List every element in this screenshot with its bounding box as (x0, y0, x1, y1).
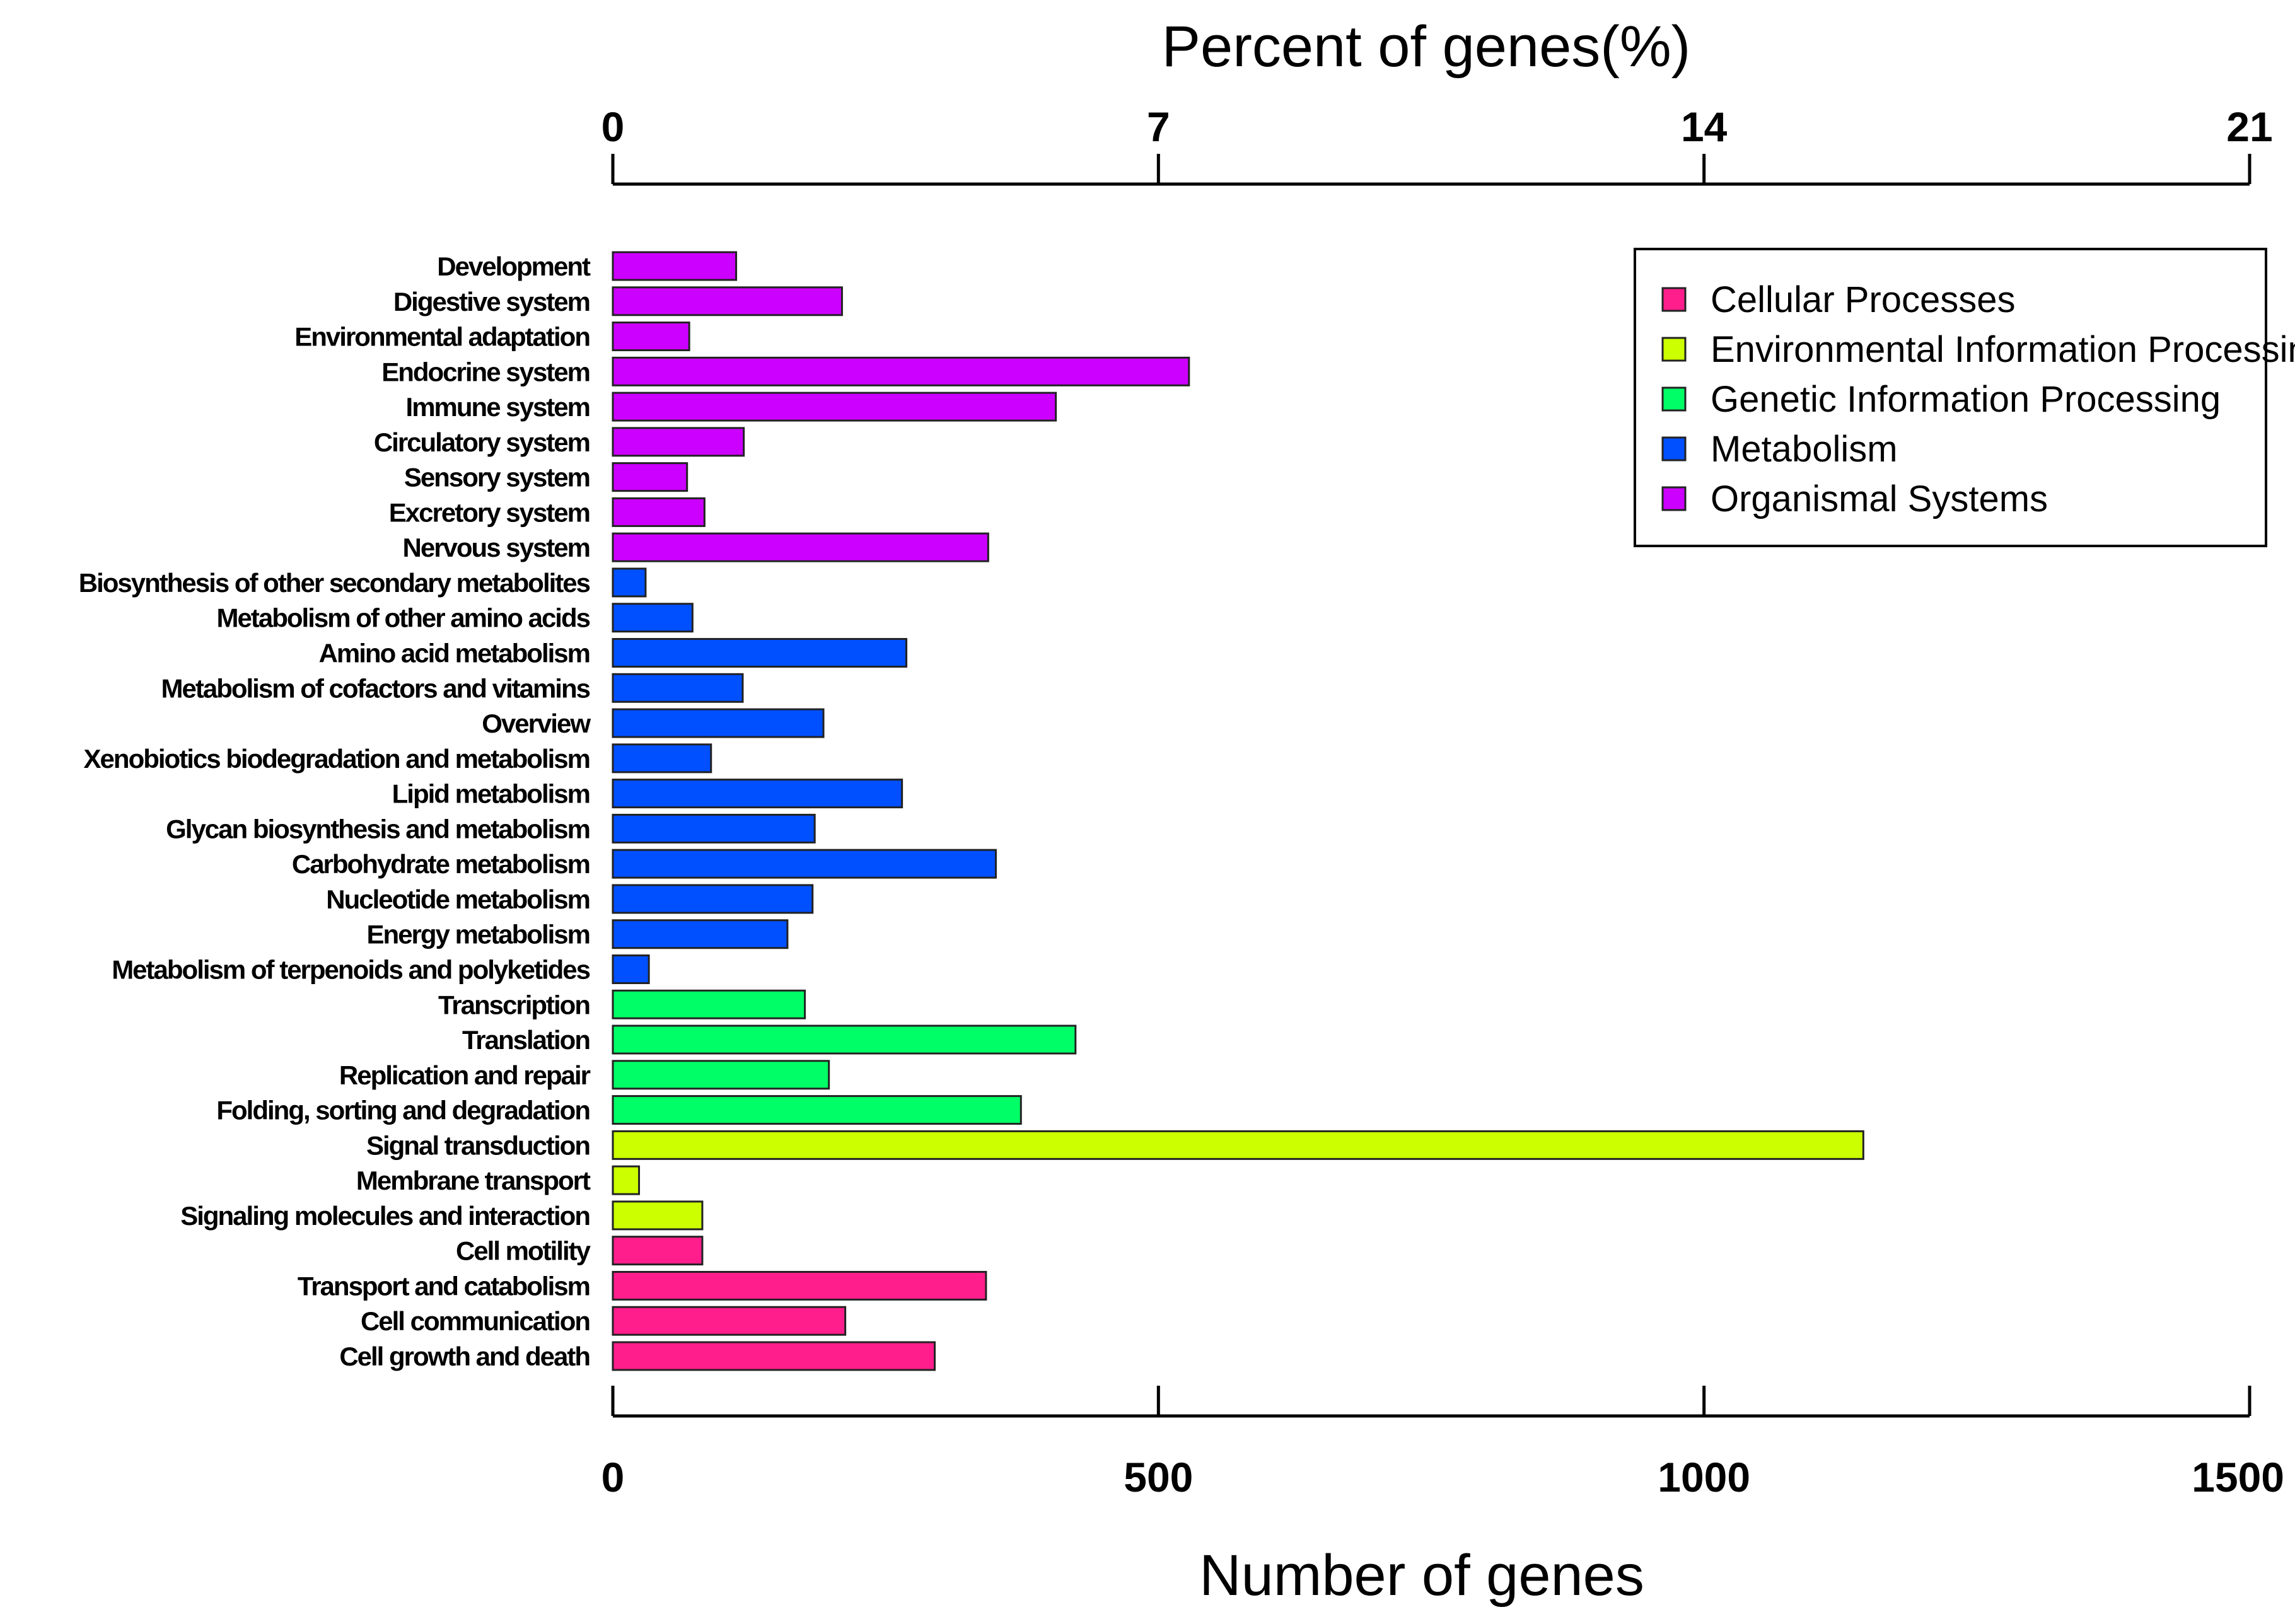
bar (612, 919, 789, 949)
bottom-axis-tick-label: 0 (601, 1454, 625, 1500)
category-label: Amino acid metabolism (319, 639, 590, 668)
bar (612, 251, 738, 281)
category-label: Digestive system (393, 287, 590, 316)
bar (612, 989, 806, 1019)
bar (612, 743, 712, 774)
legend-swatch (1661, 486, 1687, 511)
legend-swatch (1661, 386, 1687, 412)
legend-label: Metabolism (1711, 429, 1898, 470)
legend-label: Environmental Information Processing (1711, 329, 2295, 370)
category-label: Transport and catabolism (298, 1271, 590, 1301)
category-label: Sensory system (404, 463, 590, 492)
bar (612, 708, 825, 738)
bottom-axis-tick-label: 1500 (2192, 1454, 2284, 1500)
category-label: Overview (482, 709, 591, 738)
category-label: Lipid metabolism (392, 779, 590, 809)
legend-swatch (1661, 287, 1687, 312)
category-label: Metabolism of cofactors and vitamins (161, 673, 590, 703)
bar (612, 1306, 847, 1336)
category-label: Immune system (406, 392, 590, 422)
legend-label: Organismal Systems (1711, 478, 2048, 519)
bar (612, 1341, 936, 1371)
bar (612, 462, 688, 492)
category-label: Endocrine system (381, 357, 590, 386)
category-label: Development (437, 252, 591, 281)
bottom-axis-tick-label: 1000 (1658, 1454, 1750, 1500)
bar (612, 1060, 830, 1090)
category-label: Translation (462, 1025, 590, 1055)
bar (612, 813, 816, 844)
bar (612, 1270, 987, 1301)
category-label: Folding, sorting and degradation (216, 1096, 590, 1125)
category-label: Nervous system (403, 533, 590, 562)
legend-label: Cellular Processes (1711, 279, 2016, 320)
top-axis-title: Percent of genes(%) (1162, 14, 1691, 79)
bar (612, 849, 997, 879)
category-label: Cell motility (456, 1236, 591, 1266)
bottom-axis: 0 500 1000 1500 (601, 1386, 2284, 1500)
category-label: Metabolism of terpenoids and polyketides (112, 954, 590, 984)
bar (612, 567, 647, 598)
bar (612, 884, 814, 914)
top-axis-tick-label: 7 (1147, 103, 1170, 150)
bottom-axis-title: Number of genes (1199, 1543, 1644, 1608)
category-label: Signaling molecules and interaction (180, 1201, 590, 1231)
category-label: Nucleotide metabolism (326, 884, 590, 914)
bar (612, 286, 843, 316)
bars (612, 251, 1864, 1371)
bar (612, 497, 706, 527)
category-label: Replication and repair (339, 1060, 591, 1090)
bar (612, 1200, 704, 1231)
bar (612, 779, 903, 809)
legend-label: Genetic Information Processing (1711, 379, 2221, 420)
category-label: Cell communication (361, 1306, 590, 1336)
bar (612, 603, 694, 633)
category-label: Biosynthesis of other secondary metaboli… (79, 568, 590, 598)
category-label: Environmental adaptation (294, 322, 590, 352)
category-label: Circulatory system (374, 427, 590, 457)
bar (612, 1024, 1077, 1055)
bar (612, 673, 744, 703)
top-axis-tick-label: 21 (2226, 103, 2272, 150)
bar (612, 427, 745, 457)
category-label: Cell growth and death (339, 1342, 590, 1371)
category-label: Glycan biosynthesis and metabolism (166, 814, 590, 844)
category-label: Excretory system (389, 497, 590, 527)
category-label: Membrane transport (356, 1166, 591, 1195)
category-labels: Development Digestive system Environmental… (79, 252, 593, 1371)
bar (612, 1236, 704, 1266)
category-label: Xenobiotics biodegradation and metabolis… (84, 744, 590, 774)
bar (612, 1095, 1022, 1125)
category-label: Carbohydrate metabolism (292, 849, 590, 879)
legend-swatch (1661, 337, 1687, 362)
top-axis-tick-label: 14 (1681, 103, 1728, 150)
bar (612, 1165, 641, 1195)
top-axis: 0 7 14 21 (601, 103, 2273, 186)
category-label: Metabolism of other amino acids (217, 603, 590, 633)
bar (612, 356, 1190, 386)
legend: Cellular Processes Environmental Informat… (1634, 248, 2295, 547)
bar (612, 532, 989, 562)
category-label: Transcription (438, 990, 590, 1019)
category-label: Signal transduction (366, 1130, 590, 1160)
bottom-axis-tick-label: 500 (1124, 1454, 1193, 1500)
bar (612, 954, 650, 984)
legend-box (1634, 248, 2267, 547)
bar (612, 638, 908, 668)
bar (612, 322, 690, 352)
category-label: Energy metabolism (367, 920, 590, 949)
bar (612, 392, 1057, 422)
bar (612, 1130, 1864, 1160)
top-axis-tick-label: 0 (601, 103, 625, 150)
legend-swatch (1661, 436, 1687, 461)
